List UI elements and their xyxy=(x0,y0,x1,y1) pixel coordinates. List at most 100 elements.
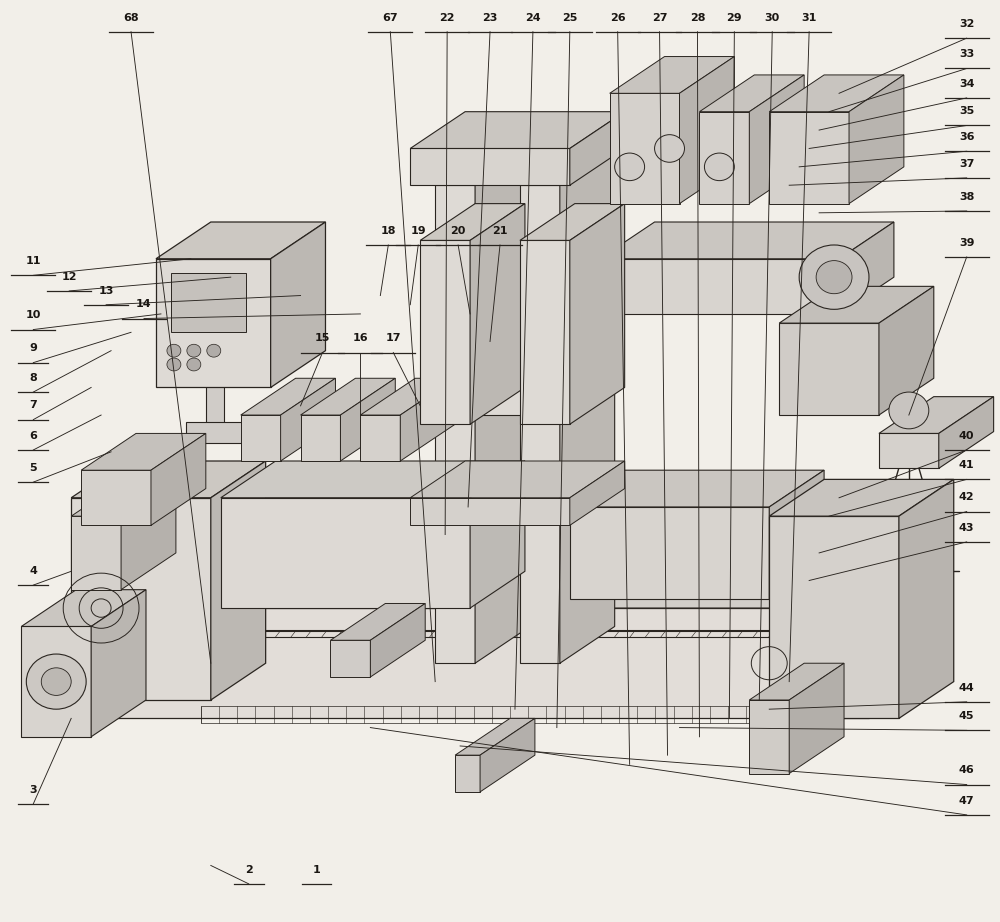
Text: 29: 29 xyxy=(727,13,742,22)
Bar xyxy=(360,415,400,461)
Bar xyxy=(156,259,271,387)
Bar xyxy=(570,507,769,599)
Circle shape xyxy=(41,668,71,695)
Text: 1: 1 xyxy=(313,865,320,875)
Circle shape xyxy=(816,261,852,294)
Polygon shape xyxy=(570,461,625,526)
Text: 40: 40 xyxy=(959,431,974,441)
Bar xyxy=(879,433,939,468)
Bar xyxy=(241,415,281,461)
Bar xyxy=(699,112,749,204)
Polygon shape xyxy=(679,56,734,204)
Polygon shape xyxy=(789,663,844,774)
Circle shape xyxy=(704,153,734,181)
Polygon shape xyxy=(221,461,525,498)
Text: 42: 42 xyxy=(959,492,975,502)
Bar xyxy=(81,470,151,526)
Circle shape xyxy=(167,358,181,371)
Bar xyxy=(420,241,470,424)
Text: 7: 7 xyxy=(29,400,37,410)
Text: 34: 34 xyxy=(959,78,974,89)
Polygon shape xyxy=(769,75,904,112)
Text: 21: 21 xyxy=(492,226,508,236)
Text: 31: 31 xyxy=(801,13,817,22)
Text: 5: 5 xyxy=(29,463,37,473)
Text: 18: 18 xyxy=(381,226,396,236)
Circle shape xyxy=(889,392,929,429)
Bar xyxy=(749,700,789,774)
Text: 3: 3 xyxy=(29,785,37,795)
Polygon shape xyxy=(410,461,625,498)
Circle shape xyxy=(167,344,181,357)
Bar xyxy=(71,498,211,700)
Polygon shape xyxy=(879,396,994,433)
Polygon shape xyxy=(839,222,894,313)
Polygon shape xyxy=(156,222,325,259)
Polygon shape xyxy=(271,222,325,387)
Bar xyxy=(101,558,829,581)
Polygon shape xyxy=(455,718,535,755)
Bar xyxy=(769,112,849,204)
Circle shape xyxy=(187,344,201,357)
Polygon shape xyxy=(570,112,625,185)
Text: 8: 8 xyxy=(29,372,37,383)
Text: 23: 23 xyxy=(482,13,498,22)
Bar xyxy=(171,273,246,332)
Polygon shape xyxy=(370,604,425,677)
Bar xyxy=(520,185,560,663)
Polygon shape xyxy=(21,590,146,626)
Text: 27: 27 xyxy=(652,13,667,22)
Polygon shape xyxy=(440,268,615,305)
Bar xyxy=(71,516,121,590)
Text: 32: 32 xyxy=(959,19,974,29)
Polygon shape xyxy=(71,461,266,498)
Circle shape xyxy=(207,344,221,357)
Polygon shape xyxy=(570,204,625,424)
Bar xyxy=(21,626,91,737)
Text: 28: 28 xyxy=(690,13,705,22)
Text: 20: 20 xyxy=(450,226,466,236)
Polygon shape xyxy=(749,663,844,700)
Text: 9: 9 xyxy=(29,344,37,353)
Polygon shape xyxy=(560,148,615,663)
Polygon shape xyxy=(101,507,857,526)
Circle shape xyxy=(655,135,684,162)
Bar xyxy=(435,185,475,663)
Polygon shape xyxy=(610,56,734,93)
Bar xyxy=(71,609,869,718)
Circle shape xyxy=(615,153,645,181)
Polygon shape xyxy=(470,461,525,609)
Polygon shape xyxy=(420,204,525,241)
Polygon shape xyxy=(869,572,924,718)
Polygon shape xyxy=(91,590,146,737)
Text: 16: 16 xyxy=(353,334,368,343)
Text: 35: 35 xyxy=(959,106,974,116)
Polygon shape xyxy=(211,461,266,700)
Text: 15: 15 xyxy=(315,334,330,343)
Bar xyxy=(330,640,370,677)
Bar xyxy=(206,332,224,424)
Text: 6: 6 xyxy=(29,431,37,441)
Bar xyxy=(600,259,839,313)
Polygon shape xyxy=(435,148,530,185)
Bar xyxy=(201,706,819,723)
Polygon shape xyxy=(81,433,206,470)
Circle shape xyxy=(187,358,201,371)
Bar xyxy=(610,93,680,204)
Text: 17: 17 xyxy=(386,334,401,343)
Text: 24: 24 xyxy=(525,13,541,22)
Text: 37: 37 xyxy=(959,159,974,169)
Polygon shape xyxy=(71,498,924,535)
Polygon shape xyxy=(879,287,934,415)
Text: 68: 68 xyxy=(123,13,139,22)
Polygon shape xyxy=(520,148,615,185)
Text: 44: 44 xyxy=(959,682,975,692)
Polygon shape xyxy=(360,378,455,415)
Polygon shape xyxy=(121,479,176,590)
Polygon shape xyxy=(600,222,894,259)
Text: 67: 67 xyxy=(382,13,398,22)
Bar xyxy=(71,535,869,572)
Text: 26: 26 xyxy=(610,13,625,22)
Text: 4: 4 xyxy=(29,566,37,576)
Text: 11: 11 xyxy=(26,256,41,266)
